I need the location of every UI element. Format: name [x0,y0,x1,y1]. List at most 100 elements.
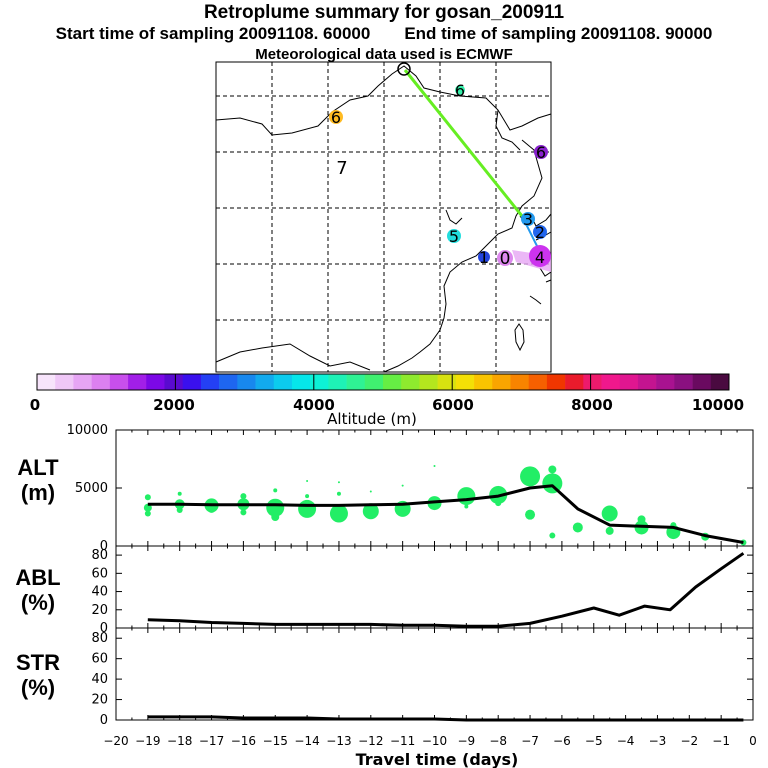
alt-scatter-point [177,491,182,496]
x-tick-label: −5 [585,734,603,748]
abl-ytick-label: 80 [91,548,108,563]
marker-6a: 6 [455,81,465,100]
str-ytick-label: 40 [91,672,108,687]
svg-text:5: 5 [449,227,459,246]
colorbar-swatch [128,374,147,390]
str-panel-label: STR [16,650,60,675]
alt-scatter-point [401,484,404,487]
svg-text:3: 3 [523,210,533,229]
str-panel-unit: (%) [21,675,55,700]
alt-scatter-point [605,526,614,535]
map-markers: 6 6 7 6 5 3 2 1 0 4 [329,62,551,269]
x-tick-label: −9 [457,734,475,748]
marker-4: 4 [529,245,551,267]
alt-scatter-point [143,503,152,512]
sampling-times: Start time of sampling 20091108. 60000 En… [0,24,768,44]
colorbar-swatch [237,374,256,390]
colorbar-swatch [37,374,56,390]
colorbar-swatch [401,374,420,390]
alt-series-line [147,484,744,544]
chart-title: Retroplume summary for gosan_200911 [203,2,565,23]
marker-6b: 6 [329,108,343,127]
svg-text:4: 4 [535,248,545,267]
alt-scatter-point [601,505,618,522]
svg-text:6: 6 [536,143,546,162]
colorbar-swatch [73,374,92,390]
colorbar-swatch [637,374,657,390]
colorbar-swatch [437,374,457,390]
x-tick-label: −7 [521,734,539,748]
colorbar-swatch [91,374,111,390]
x-tick-label: −11 [390,734,415,748]
str-ytick-label: 60 [91,652,108,667]
colorbar-tick-0: 0 [30,396,40,414]
trajectory-line [403,69,524,217]
alt-panel-label: ALT [17,455,59,480]
end-time-label: End time of sampling 20091108. 90000 [404,24,713,43]
marker-2: 2 [533,223,547,242]
alt-scatter-point [362,503,379,520]
x-tick-label: −14 [294,734,319,748]
svg-text:6: 6 [455,81,465,100]
marker-1: 1 [478,248,490,267]
colorbar-swatch [565,374,584,390]
alt-scatter-point [336,491,341,496]
colorbar-swatch [419,374,438,390]
colorbar-swatch [455,374,475,390]
abl-ytick-label: 60 [91,566,108,581]
panel-labels: ALT (m) ABL (%) STR (%) [15,455,60,700]
alt-scatter-point [144,494,151,501]
str-ytick-label: 0 [100,713,108,728]
colorbar-swatch [692,374,712,390]
colorbar-tick-labels: 0 2000 4000 6000 8000 10000 [30,396,744,414]
alt-ytick-label: 10000 [67,423,108,438]
str-frame [115,627,754,721]
colorbar-swatch [182,374,202,390]
colorbar-swatch [710,374,730,390]
marker-7: 7 [336,158,347,179]
alt-scatter-point [306,480,309,483]
colorbar-swatch [219,374,238,390]
alt-scatter-point [572,522,583,533]
abl-frame [115,545,754,629]
colorbar-swatch [656,374,675,390]
alt-scatter-point [329,504,348,523]
x-tick-label: −4 [617,734,635,748]
abl-ytick-label: 20 [91,603,108,618]
alt-scatter-point [240,493,247,500]
colorbar-swatch [310,374,329,390]
x-tick-label: 0 [749,734,757,748]
colorbar-tick-8000: 8000 [571,396,613,414]
x-tick-label: −2 [680,734,698,748]
colorbar-swatch [291,374,311,390]
x-axis-label: Travel time (days) [356,750,519,768]
alt-scatter-point [266,498,285,517]
colorbar-swatch [346,374,366,390]
abl-series-line [147,552,745,628]
met-data-label: Meteorological data used is ECMWF [255,46,513,63]
altitude-colorbar [36,373,730,391]
alt-scatter-point [369,490,372,493]
svg-text:7: 7 [336,158,347,179]
colorbar-swatch [528,374,548,390]
alt-scatter-point [497,485,500,488]
colorbar-swatch [492,374,511,390]
alt-scatter-point [433,464,436,467]
x-tick-label: −19 [135,734,160,748]
str-ytick-label: 80 [91,631,108,646]
alt-scatter-point [273,488,278,493]
alt-scatter-point [144,510,151,517]
marker-6c: 6 [534,143,548,162]
str-panel: 0 20 40 60 80 [91,627,754,728]
abl-panel-label: ABL [15,565,60,590]
svg-text:1: 1 [479,248,489,267]
alt-scatter-point [207,504,216,513]
marker-5: 5 [447,227,461,246]
colorbar-tick-10000: 10000 [692,396,744,414]
svg-text:0: 0 [500,249,511,269]
alt-ytick-label: 5000 [75,481,108,496]
alt-scatter-point [298,499,317,518]
alt-scatter-point [495,500,502,507]
colorbar-swatch [255,374,275,390]
